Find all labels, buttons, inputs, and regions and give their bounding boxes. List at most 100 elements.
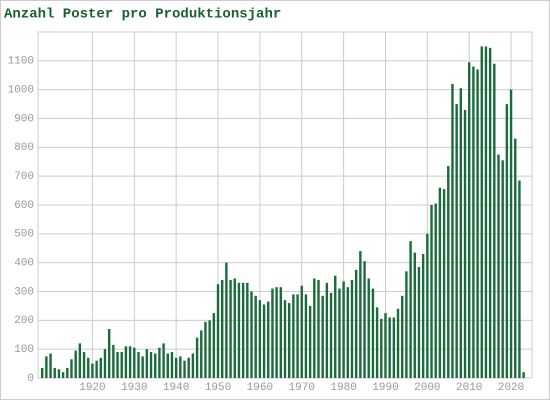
bar — [195, 337, 199, 378]
bar — [91, 363, 94, 378]
bar — [133, 347, 136, 378]
bar — [296, 294, 299, 378]
bar — [463, 109, 467, 378]
bar — [233, 278, 236, 378]
bar — [426, 233, 429, 378]
x-tick-label: 1990 — [372, 382, 398, 394]
bar — [338, 288, 341, 378]
bar — [141, 356, 144, 378]
bar — [292, 294, 295, 378]
x-tick-label: 2010 — [456, 382, 482, 394]
bar — [112, 344, 115, 378]
bar — [66, 367, 69, 378]
bar — [396, 308, 400, 378]
bar — [350, 279, 354, 378]
bar — [384, 313, 387, 378]
bar — [346, 287, 349, 378]
bar — [267, 301, 270, 378]
bar — [158, 347, 161, 378]
bar — [103, 349, 107, 378]
bar — [179, 356, 182, 378]
x-tick-label: 1930 — [121, 382, 147, 394]
bar — [87, 357, 90, 378]
y-tick-label: 100 — [14, 344, 34, 356]
bar — [329, 292, 333, 378]
bar — [401, 295, 404, 378]
bar — [162, 343, 165, 378]
bar — [287, 303, 291, 378]
y-tick-label: 1100 — [8, 56, 34, 68]
bar — [317, 279, 320, 378]
bar — [363, 261, 366, 378]
y-tick-label: 600 — [14, 200, 34, 212]
chart-title: Anzahl Poster pro Produktionsjahr — [4, 7, 281, 23]
x-tick-label: 2020 — [498, 382, 524, 394]
bar — [49, 353, 52, 378]
bar — [509, 89, 513, 379]
bar — [279, 287, 283, 378]
bar — [325, 282, 329, 378]
bar — [388, 317, 391, 378]
bar — [304, 294, 308, 378]
bar — [334, 275, 337, 378]
bar — [442, 189, 446, 378]
bar — [107, 328, 111, 378]
y-tick-label: 400 — [14, 258, 34, 270]
bar — [124, 346, 128, 378]
bar — [200, 330, 203, 378]
bar — [116, 352, 119, 378]
bar — [145, 349, 149, 378]
bar — [488, 47, 492, 378]
bar — [191, 353, 195, 378]
y-tick-label: 800 — [14, 142, 34, 154]
y-tick-label: 1000 — [8, 85, 34, 97]
x-tick-label: 1960 — [247, 382, 273, 394]
bar — [321, 295, 324, 378]
bar — [120, 352, 123, 378]
bar — [241, 282, 245, 378]
bar — [95, 360, 98, 378]
bar — [514, 138, 517, 378]
bar — [237, 282, 241, 378]
bar — [187, 357, 190, 378]
bar — [484, 46, 488, 379]
bar — [313, 278, 316, 378]
bar — [371, 288, 375, 378]
bar — [128, 346, 132, 378]
bar — [367, 278, 370, 378]
bar — [212, 313, 216, 378]
bar — [258, 300, 262, 378]
bar — [417, 266, 421, 378]
bar — [250, 291, 253, 378]
bar — [300, 285, 303, 378]
bar — [45, 356, 48, 378]
bar — [154, 353, 157, 378]
bar — [229, 279, 232, 378]
bar — [434, 203, 437, 378]
bar — [342, 281, 345, 378]
bar — [57, 369, 61, 378]
bar — [204, 321, 207, 378]
y-tick-label: 500 — [14, 229, 34, 241]
bar — [380, 318, 383, 378]
bar — [405, 271, 408, 378]
bar — [497, 154, 500, 378]
bar — [447, 166, 450, 378]
bar — [451, 83, 454, 379]
bar — [480, 46, 483, 379]
bar — [501, 160, 504, 378]
bar — [472, 66, 475, 378]
bar — [413, 252, 416, 378]
bar — [275, 287, 278, 378]
bar — [459, 88, 463, 378]
bar — [61, 372, 65, 378]
x-tick-label: 1970 — [289, 382, 315, 394]
bar — [476, 69, 479, 378]
bar — [421, 254, 425, 378]
x-tick-label: 1940 — [163, 382, 189, 394]
bar — [262, 304, 266, 378]
bar — [216, 284, 220, 378]
bar — [137, 352, 140, 378]
x-tick-label: 1980 — [330, 382, 356, 394]
